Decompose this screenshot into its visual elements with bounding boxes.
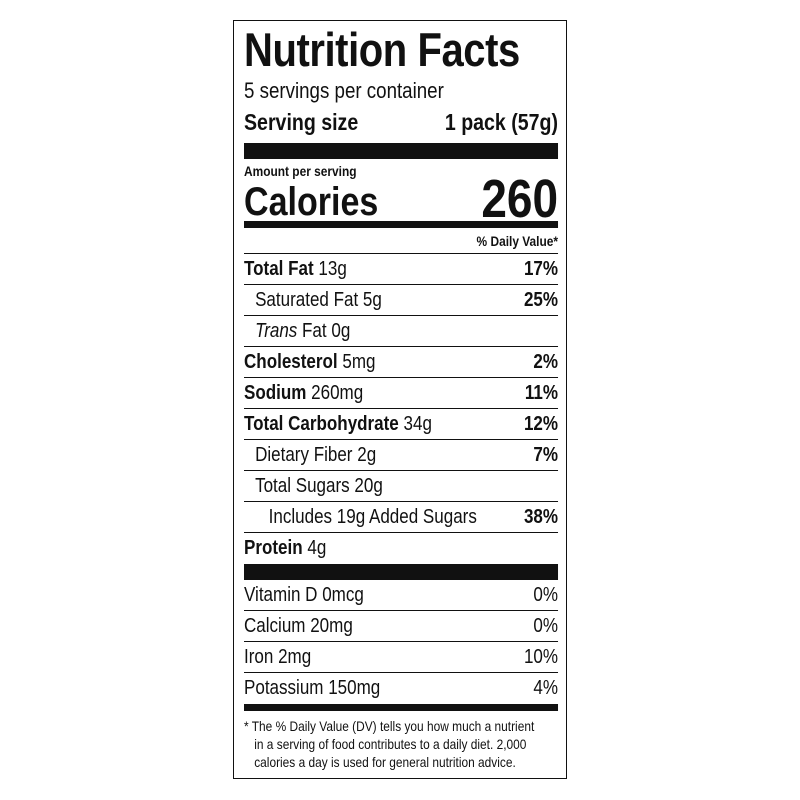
calories-label: Calories: [244, 180, 379, 224]
nutrient-row: Dietary Fiber 2g 7%: [244, 440, 559, 471]
serving-size-label: Serving size: [244, 109, 359, 135]
nutrient-row: Saturated Fat 5g 25%: [244, 285, 559, 316]
footnote-line: calories a day is used for general nutri…: [254, 754, 516, 770]
nutrient-row: Protein 4g: [244, 533, 558, 564]
nutrient-row: Includes 19g Added Sugars 38%: [244, 502, 559, 533]
divider: [244, 564, 559, 580]
panel-content: Nutrition Facts 5 servings per container…: [244, 21, 559, 771]
nutrient-name: Protein: [244, 537, 303, 559]
nutrient-amount: 13g: [318, 258, 347, 280]
nutrient-name: Total Sugars: [255, 475, 350, 497]
vitamin-amount: 20mg: [310, 615, 353, 637]
nutrient-amount: 5mg: [342, 351, 376, 373]
nutrient-amount: 260mg: [311, 382, 364, 404]
nutrient-row: Sodium 260mg 11%: [244, 378, 559, 409]
divider: [244, 221, 559, 228]
nutrient-name-italic: Trans: [255, 320, 298, 342]
nutrient-name: Cholesterol: [244, 351, 338, 373]
vitamin-amount: 2mg: [278, 646, 312, 668]
serving-size-value: 1 pack (57g): [444, 109, 559, 135]
nutrient-name: Dietary Fiber: [255, 444, 353, 466]
vitamin-amount: 150mg: [328, 677, 381, 699]
vitamin-row: Vitamin D 0mcg 0%: [244, 580, 559, 611]
divider: [244, 143, 559, 159]
vitamin-row: Calcium 20mg 0%: [244, 611, 559, 642]
calories: Calories 260: [244, 172, 558, 226]
vitamin-dv: 0%: [533, 584, 559, 606]
vitamin-dv: 0%: [533, 615, 559, 637]
nutrient-row: Trans Fat 0g: [244, 316, 559, 347]
nutrient-name: Includes 19g Added Sugars: [268, 506, 477, 528]
nutrient-amount: 20g: [354, 475, 383, 497]
nutrient-name: Total Fat: [244, 258, 314, 280]
title: Nutrition Facts: [244, 23, 520, 76]
footnote-line: in a serving of food contributes to a da…: [254, 736, 527, 752]
nutrient-amount: 0g: [331, 320, 351, 342]
nutrition-panel: Nutrition Facts 5 servings per container…: [233, 20, 567, 779]
nutrient-dv: 17%: [523, 258, 559, 280]
nutrient-row: Cholesterol 5mg 2%: [244, 347, 559, 378]
nutrient-row: Total Carbohydrate 34g 12%: [244, 409, 559, 440]
vitamin-name: Iron: [244, 646, 274, 668]
nutrient-dv: 11%: [524, 382, 559, 404]
nutrient-name: Sodium: [244, 382, 307, 404]
footnote: * The % Daily Value (DV) tells you how m…: [244, 711, 558, 771]
nutrient-amount: 34g: [403, 413, 432, 435]
nutrient-name: Saturated Fat: [255, 289, 359, 311]
calories-value: 260: [481, 169, 559, 229]
vitamin-dv: 10%: [523, 646, 559, 668]
vitamin-name: Potassium: [244, 677, 324, 699]
vitamin-row: Potassium 150mg 4%: [244, 673, 558, 704]
vitamin-dv: 4%: [533, 677, 559, 699]
nutrient-amount: 4g: [307, 537, 327, 559]
nutrient-dv: 7%: [533, 444, 559, 466]
nutrient-name: Total Carbohydrate: [244, 413, 399, 435]
nutrient-row: Total Sugars 20g: [244, 471, 559, 502]
nutrient-dv: 38%: [523, 506, 559, 528]
vitamin-name: Calcium: [244, 615, 306, 637]
nutrient-amount: 5g: [362, 289, 382, 311]
nutrient-dv: 12%: [523, 413, 559, 435]
amount-per-serving: Amount per serving: [244, 163, 357, 179]
divider: [244, 704, 559, 711]
nutrient-dv: 25%: [523, 289, 559, 311]
nutrient-dv: 2%: [533, 351, 559, 373]
footnote-line: * The % Daily Value (DV) tells you how m…: [244, 718, 535, 734]
servings: 5 servings per container: [244, 78, 444, 103]
vitamin-amount: 0mcg: [322, 584, 364, 606]
daily-value-header: % Daily Value*: [244, 228, 559, 254]
serving-size: Serving size 1 pack (57g): [244, 106, 558, 138]
nutrient-name: Fat: [302, 320, 327, 342]
nutrient-row: Total Fat 13g 17%: [244, 254, 559, 285]
vitamin-row: Iron 2mg 10%: [244, 642, 559, 673]
nutrient-amount: 2g: [357, 444, 377, 466]
vitamin-name: Vitamin D: [244, 584, 318, 606]
